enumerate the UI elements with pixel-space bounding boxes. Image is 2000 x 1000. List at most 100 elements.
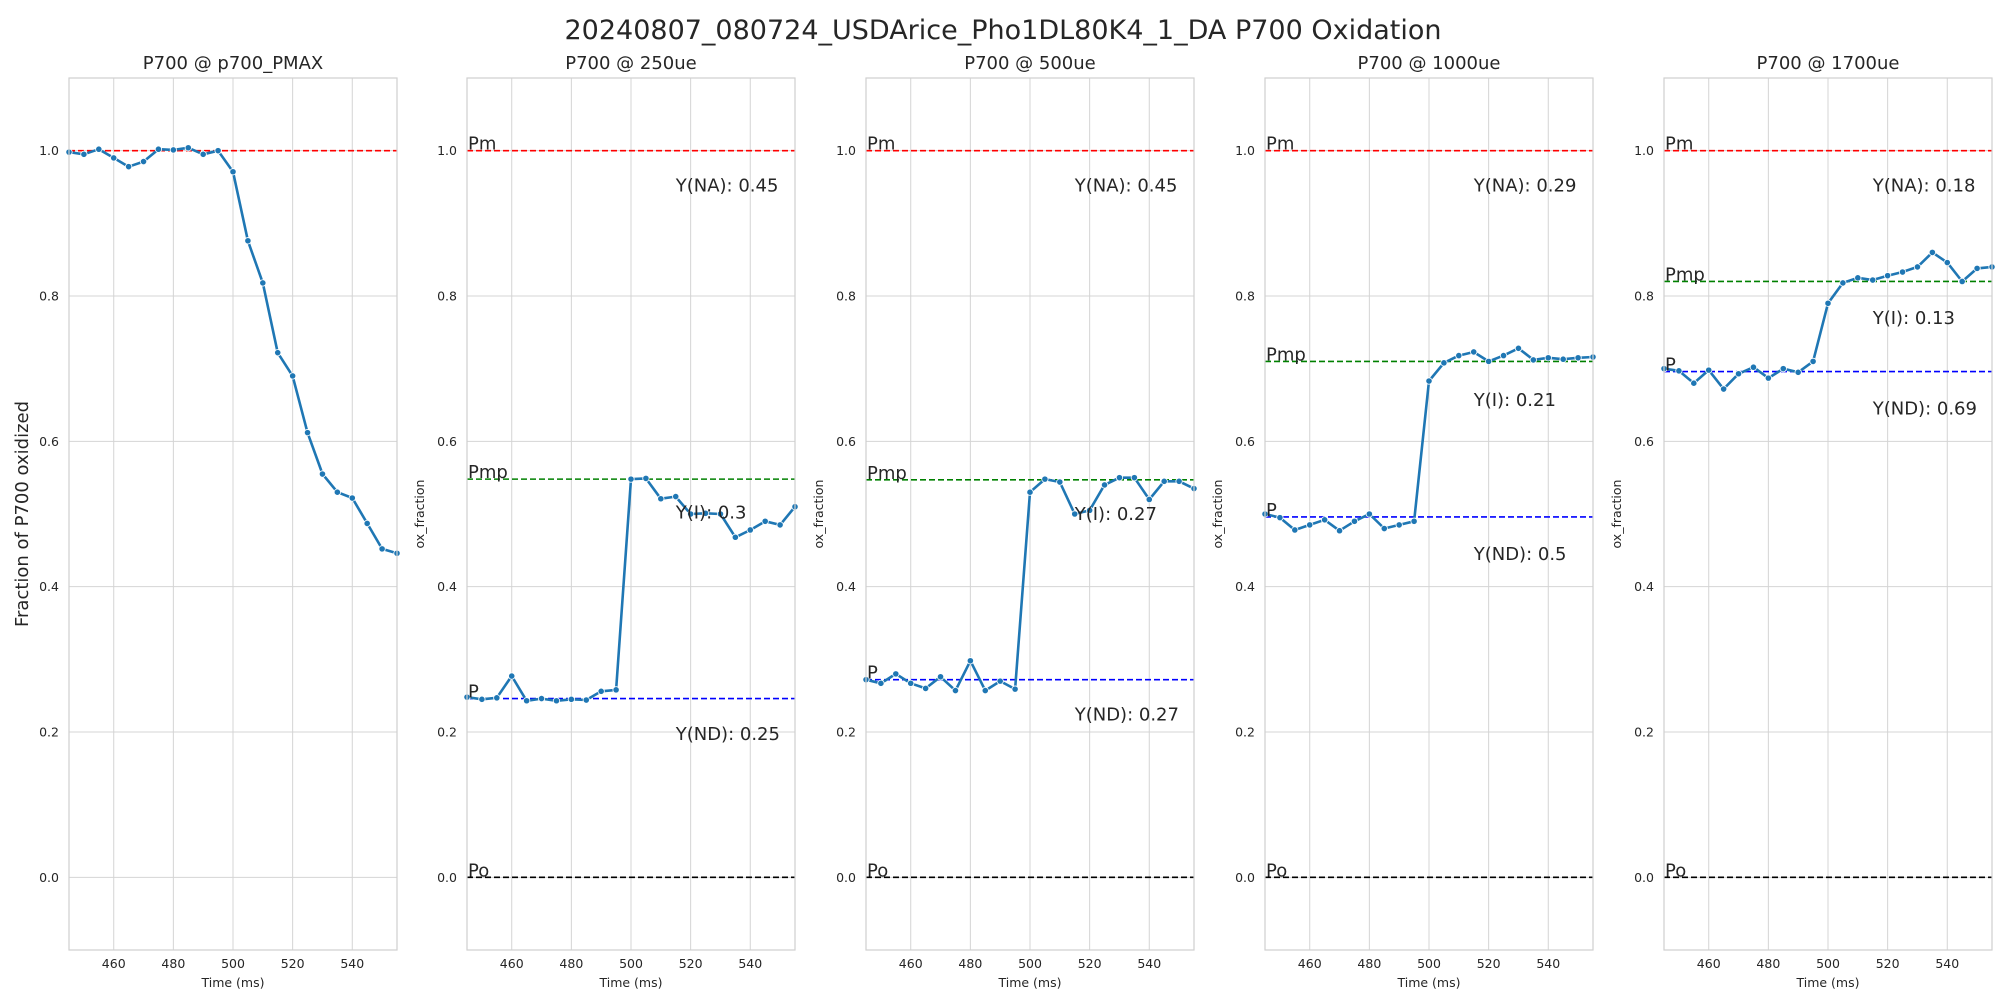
x-tick-label: 500 <box>1417 956 1441 971</box>
chart-panel-3: Pm Pmp P Po Y(NA): 0.45 Y(I): 0.27 Y(ND): 0.27… <box>811 53 1198 990</box>
data-point <box>1276 514 1284 522</box>
y-tick-label: 0.2 <box>1235 725 1255 740</box>
y-tick-label: 0.0 <box>1634 870 1654 885</box>
data-point <box>1824 299 1832 307</box>
data-point <box>493 694 501 702</box>
x-tick-label: 540 <box>340 956 364 971</box>
data-point <box>1544 354 1552 362</box>
x-tick-label: 540 <box>1935 956 1959 971</box>
data-point <box>1973 264 1981 272</box>
y-tick-label: 0.4 <box>836 579 856 594</box>
metric-annotation: Y(I): 0.13 <box>1872 308 1955 329</box>
data-point <box>1145 495 1153 504</box>
data-point <box>1499 351 1508 360</box>
x-tick-label: 500 <box>619 956 643 971</box>
data-point <box>289 372 297 380</box>
x-tick-label: 460 <box>500 956 524 971</box>
data-point <box>1485 357 1493 365</box>
data-point <box>1675 367 1683 375</box>
data-point <box>1764 374 1772 382</box>
data-point <box>761 517 769 525</box>
reference-line-label: Pmp <box>468 462 508 483</box>
data-point <box>597 687 605 695</box>
panel-title: P700 @ 1700ue <box>1757 53 1900 74</box>
data-point <box>1011 685 1019 693</box>
y-tick-label: 0.2 <box>836 725 856 740</box>
y-axis-label: Fraction of P700 oxidized <box>12 401 33 627</box>
data-point <box>110 154 118 162</box>
x-tick-label: 540 <box>1536 956 1560 971</box>
y-tick-label: 0.0 <box>437 870 457 885</box>
chart-panel-5: Pm Pmp P Po Y(NA): 0.18 Y(I): 0.13 Y(ND): 0.69… <box>1609 53 1996 990</box>
y-tick-label: 0.0 <box>39 870 59 885</box>
plot-frame <box>68 77 398 951</box>
data-point <box>1291 526 1299 534</box>
x-tick-label: 460 <box>899 956 923 971</box>
y-tick-label: 0.8 <box>39 289 59 304</box>
data-point <box>1425 377 1433 385</box>
x-tick-label: 500 <box>1816 956 1840 971</box>
chart-panel-4: Pm Pmp P Po Y(NA): 0.29 Y(I): 0.21 Y(ND): 0.5 4… <box>1210 53 1597 990</box>
metric-annotation: Y(ND): 0.5 <box>1473 544 1567 565</box>
data-point <box>1086 506 1094 514</box>
data-point <box>95 145 103 153</box>
plot-frame <box>1663 77 1993 951</box>
panel-title: P700 @ 500ue <box>964 53 1096 74</box>
data-point <box>199 150 207 158</box>
data-point <box>1365 510 1373 518</box>
data-point <box>627 475 635 483</box>
data-point <box>1395 521 1403 529</box>
data-point <box>1574 354 1582 362</box>
data-point <box>259 279 267 287</box>
data-point <box>716 510 725 518</box>
data-point <box>214 147 222 155</box>
x-tick-label: 460 <box>1298 956 1322 971</box>
data-point <box>80 150 88 158</box>
data-point <box>701 509 710 517</box>
chart-panel-2: Pm Pmp P Po Y(NA): 0.45 Y(I): 0.3 Y(ND): 0.25 4… <box>412 53 799 990</box>
y-tick-label: 1.0 <box>437 143 457 158</box>
reference-line-label: P <box>867 663 878 684</box>
y-tick-label: 0.4 <box>39 579 59 594</box>
metric-annotation: Y(NA): 0.18 <box>1872 176 1976 197</box>
x-tick-label: 540 <box>1137 956 1161 971</box>
y-tick-label: 0.4 <box>437 579 457 594</box>
reference-line-label: Pm <box>1266 134 1294 155</box>
data-point <box>1529 356 1537 364</box>
y-tick-label: 0.6 <box>437 434 457 449</box>
metric-annotation: Y(ND): 0.27 <box>1074 705 1179 726</box>
data-point <box>244 237 252 245</box>
metric-annotation: Y(ND): 0.69 <box>1872 399 1977 420</box>
y-tick-label: 1.0 <box>836 143 856 158</box>
y-tick-label: 0.8 <box>836 289 856 304</box>
y-tick-label: 0.8 <box>1235 289 1255 304</box>
data-point <box>996 677 1004 685</box>
y-tick-label: 0.2 <box>437 725 457 740</box>
chart-panels: 460 480 500 520 540 0.0 0.2 0.4 0.6 0.8 1.0 P700 @ … <box>12 53 1996 990</box>
x-tick-label: 480 <box>1756 956 1780 971</box>
data-point <box>125 163 133 171</box>
data-point <box>1071 510 1079 518</box>
data-point <box>1794 368 1802 376</box>
figure-title: 20240807_080724_USDArice_Pho1DL80K4_1_DA… <box>565 15 1442 46</box>
data-point <box>731 533 739 541</box>
metric-annotation: Y(I): 0.3 <box>675 503 747 524</box>
y-axis-label: ox_fraction <box>1609 480 1624 549</box>
data-point <box>746 526 754 534</box>
data-point <box>1056 478 1064 486</box>
data-point <box>1100 481 1109 489</box>
reference-line-label: Pmp <box>1665 264 1705 285</box>
data-point <box>229 168 237 176</box>
data-point <box>642 474 650 482</box>
data-point <box>687 510 695 518</box>
data-point <box>1958 277 1966 286</box>
data-point <box>582 696 590 704</box>
x-tick-label: 460 <box>1697 956 1721 971</box>
y-tick-label: 0.6 <box>39 434 59 449</box>
data-point <box>567 695 575 703</box>
data-point <box>1809 357 1817 365</box>
x-tick-label: 480 <box>1357 956 1381 971</box>
x-axis-label: Time (ms) <box>1795 975 1859 990</box>
data-point <box>1913 263 1922 271</box>
